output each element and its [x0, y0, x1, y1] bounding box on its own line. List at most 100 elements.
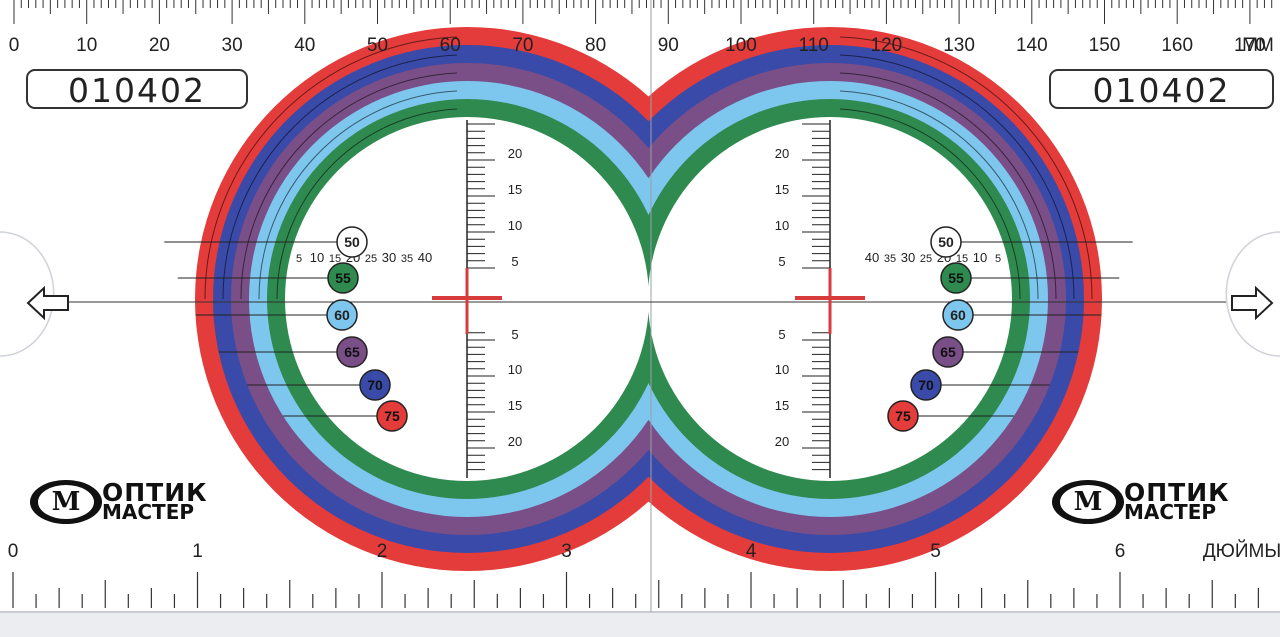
scale-label: 15 — [775, 398, 789, 413]
vertical-scale-right: 20 15 10 5 5 10 15 20 — [465, 120, 522, 478]
brand-line2: МАСТЕР — [102, 500, 195, 524]
mm-label: 110 — [799, 35, 829, 56]
brand-emblem-icon: M — [1052, 480, 1124, 524]
size-badge-left-70: 70 — [359, 369, 391, 401]
vertical-scale-left: 20 15 10 5 5 10 15 20 — [775, 120, 832, 478]
scale-label: 40 — [865, 250, 879, 265]
size-label: 55 — [335, 270, 351, 286]
mm-label: 140 — [1016, 35, 1048, 56]
scale-label: 10 — [508, 218, 522, 233]
scale-label: 5 — [511, 254, 518, 269]
scale-label: 35 — [401, 253, 413, 265]
scale-label: 10 — [775, 362, 789, 377]
size-label: 60 — [950, 307, 966, 323]
inch-label: 5 — [930, 541, 941, 562]
scale-label: 5 — [778, 254, 785, 269]
inch-unit: ДЮЙМЫ — [1203, 540, 1280, 562]
size-label: 60 — [334, 307, 350, 323]
mm-label: 20 — [149, 35, 170, 56]
size-label: 75 — [384, 408, 400, 424]
scale-label: 15 — [329, 253, 341, 265]
mm-label: 10 — [76, 35, 97, 56]
size-label: 65 — [344, 344, 360, 360]
scale-label: 10 — [973, 250, 987, 265]
scale-label: 5 — [778, 327, 785, 342]
size-badge-right-75: 75 — [887, 400, 919, 432]
serial-number-right: 010402 — [1049, 69, 1274, 110]
inch-label: 2 — [377, 541, 388, 562]
size-badge-right-60: 60 — [942, 299, 974, 331]
inch-label: 0 — [8, 541, 19, 562]
pd-scale-left: 403530252015105 — [296, 250, 502, 300]
mm-label: 30 — [222, 35, 243, 56]
scale-label: 5 — [296, 253, 302, 265]
size-label: 70 — [918, 377, 934, 393]
inch-label: 3 — [561, 541, 572, 562]
brand-line1: ОПТИК — [102, 478, 208, 507]
size-label: 50 — [344, 234, 360, 250]
mm-label: 50 — [367, 35, 388, 56]
size-badge-left-60: 60 — [326, 299, 358, 331]
inch-label: 1 — [192, 541, 203, 562]
mm-label: 80 — [585, 35, 606, 56]
size-badge-right-70: 70 — [910, 369, 942, 401]
scale-label: 25 — [920, 253, 932, 265]
scale-label: 20 — [775, 434, 789, 449]
scale-label: 15 — [508, 398, 522, 413]
inch-ruler: 0 1 2 3 4 5 6 ДЮЙМЫ — [8, 540, 1280, 608]
scale-label: 10 — [310, 250, 324, 265]
scale-label: 5 — [511, 327, 518, 342]
scale-label: 10 — [775, 218, 789, 233]
mm-label: 160 — [1161, 35, 1193, 56]
size-label: 55 — [948, 270, 964, 286]
mm-label: 100 — [725, 35, 757, 56]
size-label: 65 — [940, 344, 956, 360]
scale-label: 30 — [382, 250, 396, 265]
side-notches — [0, 231, 1280, 357]
mm-label: 150 — [1089, 35, 1121, 56]
pd-scales: 4035302520151054035302520151052015105510… — [296, 120, 1001, 478]
mm-label: 40 — [294, 35, 315, 56]
size-label: 70 — [367, 377, 383, 393]
arrow-left-icon[interactable] — [26, 285, 69, 321]
brand-logo-left: M ОПТИК МАСТЕР — [30, 478, 260, 524]
scale-label: 15 — [956, 253, 968, 265]
scale-label: 35 — [884, 253, 896, 265]
scale-label: 20 — [508, 434, 522, 449]
mm-label: 120 — [871, 35, 903, 56]
brand-line2: МАСТЕР — [1124, 500, 1217, 524]
size-label: 75 — [895, 408, 911, 424]
serial-number-left: 010402 — [26, 69, 248, 110]
size-badge-left-55: 55 — [327, 262, 359, 294]
inch-label: 6 — [1115, 541, 1126, 562]
scale-label: 10 — [508, 362, 522, 377]
scale-label: 20 — [508, 146, 522, 161]
mm-unit: MM — [1242, 35, 1274, 56]
mm-label: 170 — [1234, 35, 1266, 56]
mm-label: 60 — [440, 35, 461, 56]
size-badge-left-50: 50 — [336, 226, 368, 258]
scale-label: 20 — [775, 146, 789, 161]
inch-label: 4 — [746, 541, 757, 562]
scale-label: 5 — [995, 253, 1001, 265]
mm-label: 70 — [512, 35, 533, 56]
scale-label: 15 — [775, 182, 789, 197]
arrow-right-icon[interactable] — [1231, 285, 1274, 321]
mm-label: 90 — [658, 35, 679, 56]
size-badge-right-65: 65 — [932, 336, 964, 368]
size-badge-left-75: 75 — [376, 400, 408, 432]
brand-logo-right: M ОПТИК МАСТЕР — [1052, 478, 1277, 524]
scale-label: 15 — [508, 182, 522, 197]
size-badge-right-50: 50 — [930, 226, 962, 258]
mm-label: 0 — [9, 35, 20, 56]
size-badge-right-55: 55 — [940, 262, 972, 294]
brand-emblem-icon: M — [30, 480, 102, 524]
mm-label: 130 — [943, 35, 975, 56]
scale-label: 40 — [418, 250, 432, 265]
mm-ruler: 0 10 20 30 40 50 60 70 80 90 100 110 120 130 140 150 160… — [9, 0, 1274, 56]
brand-line1: ОПТИК — [1124, 478, 1230, 507]
scale-label: 25 — [365, 253, 377, 265]
scale-label: 30 — [901, 250, 915, 265]
rulers: 0 10 20 30 40 50 60 70 80 90 100 110 120 130 140 150 160… — [8, 0, 1280, 608]
